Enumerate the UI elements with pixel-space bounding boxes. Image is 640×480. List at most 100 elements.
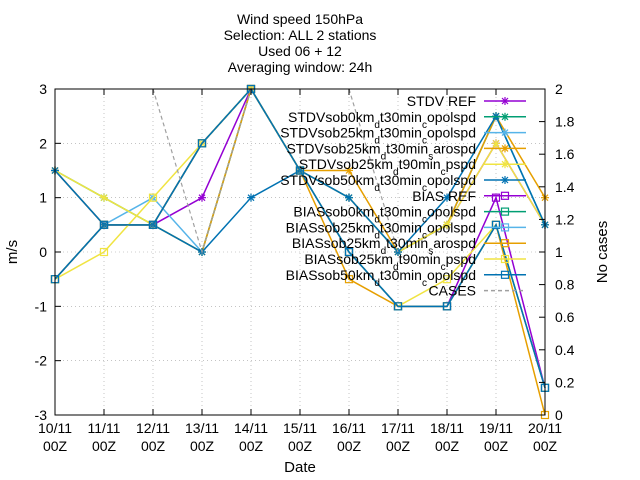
marker-stroke [501, 113, 509, 121]
data-point [443, 193, 451, 202]
data-point [295, 166, 305, 175]
marker-stroke [198, 194, 206, 202]
x-tick-label: 12/11 [136, 420, 170, 436]
x-tick-label: 16/11 [332, 420, 366, 436]
series-12 [152, 88, 399, 255]
data-point [501, 112, 509, 121]
data-point [148, 193, 158, 202]
marker-stroke [501, 144, 509, 152]
y-tick-label: 1 [39, 190, 47, 206]
data-point [393, 302, 403, 311]
data-point [500, 270, 510, 279]
data-point [501, 97, 509, 105]
data-point [99, 220, 109, 229]
y2-tick-label: 1.2 [555, 211, 575, 227]
legend-label: STDVsob50kmdt30mincopolspd [280, 172, 476, 194]
series-line [152, 88, 252, 255]
x-tick-label: 18/11 [430, 420, 464, 436]
legend-label: STDV REF [407, 93, 476, 109]
y2-tick-label: 0.6 [555, 309, 575, 325]
y2-axis: 0 0.2 0.4 0.6 0.8 1 1.2 1.4 1.6 1.8 2 No cases [539, 81, 611, 423]
y2-tick-label: 0 [555, 407, 563, 423]
x-tick-sublabel: 00Z [533, 438, 558, 454]
x-tick-label: 10/11 [38, 420, 72, 436]
marker-stroke [501, 160, 509, 168]
y2-tick-label: 2 [555, 81, 563, 97]
data-point [501, 160, 509, 169]
x-tick-label: 19/11 [479, 420, 513, 436]
y-tick-label: 0 [39, 244, 47, 260]
legend-label: BIASsob25kmdt30mincopolspd [286, 219, 476, 241]
data-point [501, 144, 509, 153]
data-point [442, 302, 452, 311]
series-line [348, 88, 399, 253]
data-point [500, 191, 510, 200]
y-axis-title: m/s [4, 240, 21, 264]
marker-stroke [443, 221, 451, 229]
legend: STDV REFSTDVsob0kmdt30mincopolspdSTDVsob… [280, 93, 526, 299]
x-tick-label: 13/11 [185, 420, 219, 436]
y-tick-label: -3 [35, 407, 48, 423]
data-point [198, 193, 206, 202]
title-line: Wind speed 150hPa [237, 11, 363, 27]
x-tick-sublabel: 00Z [43, 438, 68, 454]
y2-tick-label: 0.8 [555, 277, 575, 293]
y-tick-label: -1 [35, 298, 48, 314]
y-tick-label: -2 [35, 353, 48, 369]
data-point [442, 275, 452, 284]
data-point [500, 239, 510, 248]
data-point [148, 220, 158, 229]
x-tick-sublabel: 00Z [435, 438, 460, 454]
data-point [344, 247, 354, 257]
legend-label: BIAS REF [412, 188, 476, 204]
data-point [247, 193, 255, 202]
legend-label: CASES [429, 283, 476, 299]
x-tick-sublabel: 00Z [141, 438, 166, 454]
data-point [345, 166, 353, 175]
legend-label: BIASsob25kmdt90mincpspd [304, 251, 476, 273]
data-point [500, 207, 510, 216]
data-point [492, 139, 500, 148]
y2-axis-title: No cases [594, 221, 611, 284]
marker-stroke [501, 176, 509, 184]
x-tick-sublabel: 00Z [337, 438, 362, 454]
y2-tick-label: 1.6 [555, 146, 575, 162]
y-axis: -3 -2 -1 0 1 2 3 m/s [4, 81, 61, 423]
data-point [443, 220, 451, 229]
y2-tick-label: 1.8 [555, 114, 575, 130]
marker-stroke [100, 194, 108, 202]
data-point [500, 223, 510, 232]
y-tick-label: 3 [39, 81, 47, 97]
marker-stroke [443, 194, 451, 202]
legend-label: STDVsob0kmdt30mincopolspd [288, 109, 476, 131]
y-tick-label: 2 [39, 135, 47, 151]
x-tick-label: 20/11 [528, 420, 562, 436]
y2-tick-label: 1.4 [555, 179, 575, 195]
legend-label: BIASsob50kmdt30mincopolspd [286, 267, 476, 289]
x-tick-label: 11/11 [88, 420, 121, 436]
title-line: Selection: ALL 2 stations [224, 27, 377, 43]
x-tick-sublabel: 00Z [288, 438, 313, 454]
series-line [54, 87, 546, 389]
data-point [345, 193, 353, 202]
legend-label: STDVsob25kmdt30minsarospd [286, 140, 476, 162]
y2-tick-label: 0.4 [555, 342, 575, 358]
data-point [491, 193, 501, 202]
data-point [491, 220, 501, 229]
data-point [501, 176, 509, 184]
marker-stroke [345, 167, 353, 174]
legend-label: STDVsob25kmdt30mincopolspd [280, 125, 476, 147]
x-tick-label: 14/11 [234, 420, 268, 436]
data-point [501, 128, 509, 137]
x-tick-sublabel: 00Z [92, 438, 117, 454]
data-point [100, 193, 108, 202]
y2-tick-label: 1 [555, 244, 563, 260]
marker-stroke [247, 194, 255, 202]
legend-label: BIASsob0kmdt30mincopolspd [293, 204, 476, 226]
legend-label: STDVsob25kmdt90mincpspd [299, 156, 476, 178]
x-tick-sublabel: 00Z [190, 438, 215, 454]
title-line: Averaging window: 24h [228, 59, 373, 75]
data-point [197, 139, 207, 148]
